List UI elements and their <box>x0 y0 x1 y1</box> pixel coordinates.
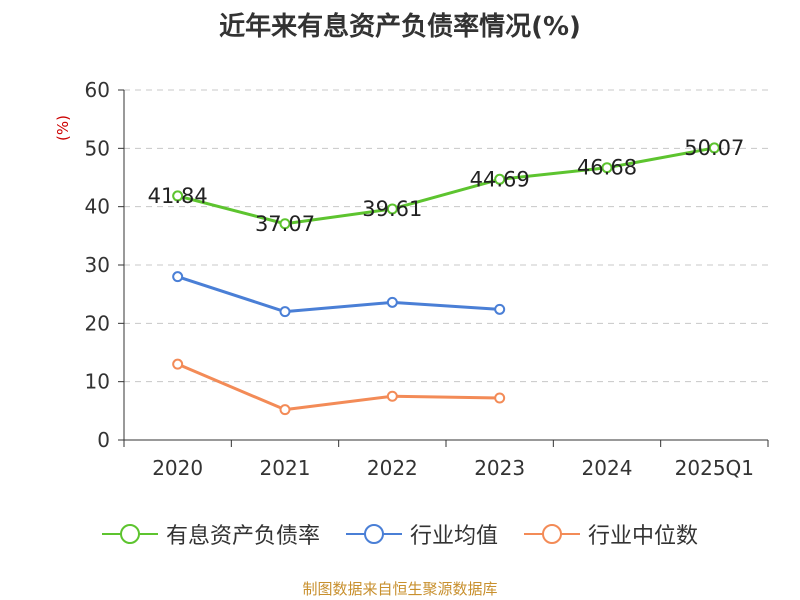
series-line <box>177 146 715 226</box>
data-point <box>279 218 291 230</box>
data-point <box>279 404 291 416</box>
legend-label-industry-median: 行业中位数 <box>588 524 699 549</box>
x-tick-label: 2022 <box>367 456 418 480</box>
data-point <box>386 296 398 308</box>
data-label: 50.07 <box>684 136 744 160</box>
data-point <box>494 303 506 315</box>
series-lines <box>172 142 720 416</box>
legend-swatch-debt-ratio <box>101 524 158 544</box>
legend-marker <box>542 524 562 544</box>
data-label: 39.61 <box>362 197 422 221</box>
data-point <box>172 190 184 202</box>
y-tick-label: 30 <box>85 253 110 277</box>
legend-swatch-industry-average <box>345 524 402 544</box>
y-tick-label: 50 <box>85 136 110 160</box>
legend-label-industry-average: 行业均值 <box>409 524 498 549</box>
x-tick-label: 2023 <box>474 456 525 480</box>
y-axis-unit-label: (%) <box>54 115 72 141</box>
data-point <box>386 203 398 215</box>
data-point <box>494 173 506 185</box>
data-label: 44.69 <box>470 167 530 191</box>
x-tick-label: 2025Q1 <box>675 456 754 480</box>
data-point <box>172 358 184 370</box>
axes: 0 10 20 30 40 50 60 2020 2021 2022 2023 2024 2025Q1 <box>85 78 769 480</box>
grid-lines <box>124 89 768 383</box>
legend-item-industry-average[interactable]: 行业均值 <box>345 518 498 550</box>
source-note: 制图数据来自恒生聚源数据库 <box>302 580 498 598</box>
data-point <box>708 142 720 154</box>
data-point <box>601 162 613 174</box>
legend: 有息资产负债率 行业均值 行业中位数 <box>0 518 800 550</box>
data-point <box>172 271 184 283</box>
y-tick-label: 40 <box>85 195 110 219</box>
data-label: 46.68 <box>577 156 637 180</box>
y-tick-label: 10 <box>85 370 110 394</box>
x-tick-label: 2020 <box>152 456 203 480</box>
legend-item-industry-median[interactable]: 行业中位数 <box>524 518 698 550</box>
data-label: 41.84 <box>148 184 208 208</box>
x-tick-label: 2021 <box>260 456 311 480</box>
legend-swatch-industry-median <box>524 524 580 544</box>
legend-marker <box>363 524 384 544</box>
y-tick-label: 60 <box>85 78 110 102</box>
y-tick-label: 0 <box>97 428 110 452</box>
series-line <box>177 275 500 314</box>
data-point <box>494 392 506 404</box>
chart-title: 近年来有息资产负债率情况(%) <box>219 12 581 42</box>
data-label: 37.07 <box>255 212 315 236</box>
data-point <box>386 390 398 402</box>
data-labels: 41.84 37.07 39.61 44.69 46.68 50.07 <box>148 136 745 236</box>
legend-marker <box>119 524 140 544</box>
y-tick-label: 20 <box>85 311 110 335</box>
series-line <box>177 362 500 412</box>
x-tick-label: 2024 <box>582 456 633 480</box>
legend-item-debt-ratio[interactable]: 有息资产负债率 <box>101 518 320 550</box>
legend-label-debt-ratio: 有息资产负债率 <box>165 524 320 549</box>
data-point <box>279 306 291 318</box>
